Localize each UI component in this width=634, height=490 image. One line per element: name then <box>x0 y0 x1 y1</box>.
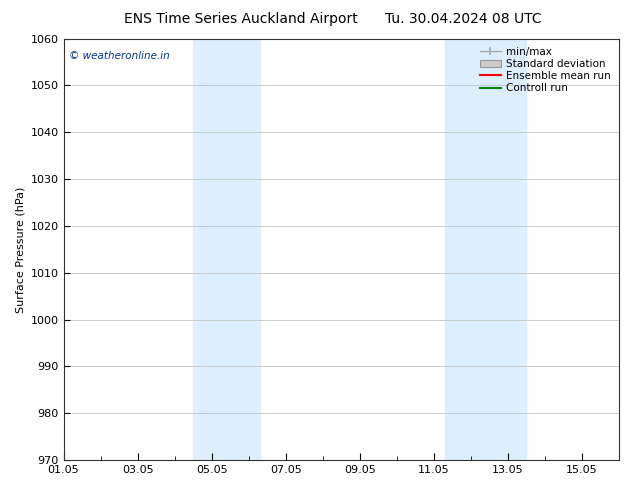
Text: © weatheronline.in: © weatheronline.in <box>69 51 170 61</box>
Text: Tu. 30.04.2024 08 UTC: Tu. 30.04.2024 08 UTC <box>384 12 541 26</box>
Y-axis label: Surface Pressure (hPa): Surface Pressure (hPa) <box>15 186 25 313</box>
Legend: min/max, Standard deviation, Ensemble mean run, Controll run: min/max, Standard deviation, Ensemble me… <box>477 44 614 97</box>
Bar <box>445 39 526 460</box>
Text: ENS Time Series Auckland Airport: ENS Time Series Auckland Airport <box>124 12 358 26</box>
Bar <box>193 39 260 460</box>
